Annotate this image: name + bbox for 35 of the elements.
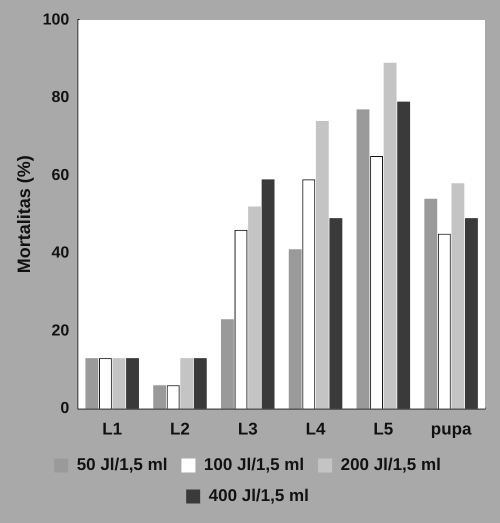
bar — [262, 179, 275, 409]
legend-label: 200 Jl/1,5 ml — [340, 455, 441, 474]
y-tick-label: 80 — [52, 89, 70, 106]
bar — [397, 102, 410, 409]
legend-label: 50 Jl/1,5 ml — [76, 455, 168, 474]
bar — [85, 358, 98, 409]
bar — [180, 358, 194, 409]
bar — [384, 62, 397, 409]
x-tick-label: L2 — [170, 419, 190, 438]
bar — [126, 358, 139, 409]
bar — [424, 198, 438, 409]
bar — [329, 218, 342, 409]
bar — [153, 385, 166, 409]
bar — [288, 249, 302, 409]
bar — [451, 183, 464, 409]
x-tick-label: L3 — [238, 419, 258, 438]
bar — [316, 121, 329, 409]
x-tick-label: L1 — [102, 419, 122, 438]
bar — [356, 109, 370, 409]
bar — [112, 358, 126, 409]
legend-label: 100 Jl/1,5 ml — [204, 455, 304, 474]
y-tick-label: 100 — [42, 11, 70, 28]
bar — [220, 319, 234, 409]
bar — [248, 206, 261, 409]
y-tick-label: 20 — [52, 322, 70, 340]
x-tick-label: pupa — [430, 419, 472, 438]
y-axis-title: Mortalitas (%) — [14, 155, 34, 274]
bar — [194, 358, 207, 409]
x-tick-label: L4 — [306, 419, 326, 438]
legend-label: 400 Jl/1,5 ml — [208, 486, 309, 506]
bar — [465, 218, 478, 409]
x-tick-label: L5 — [373, 419, 394, 438]
y-tick-label: 60 — [52, 166, 70, 184]
y-tick-label: 40 — [52, 244, 70, 262]
y-tick-label: 0 — [60, 400, 70, 418]
